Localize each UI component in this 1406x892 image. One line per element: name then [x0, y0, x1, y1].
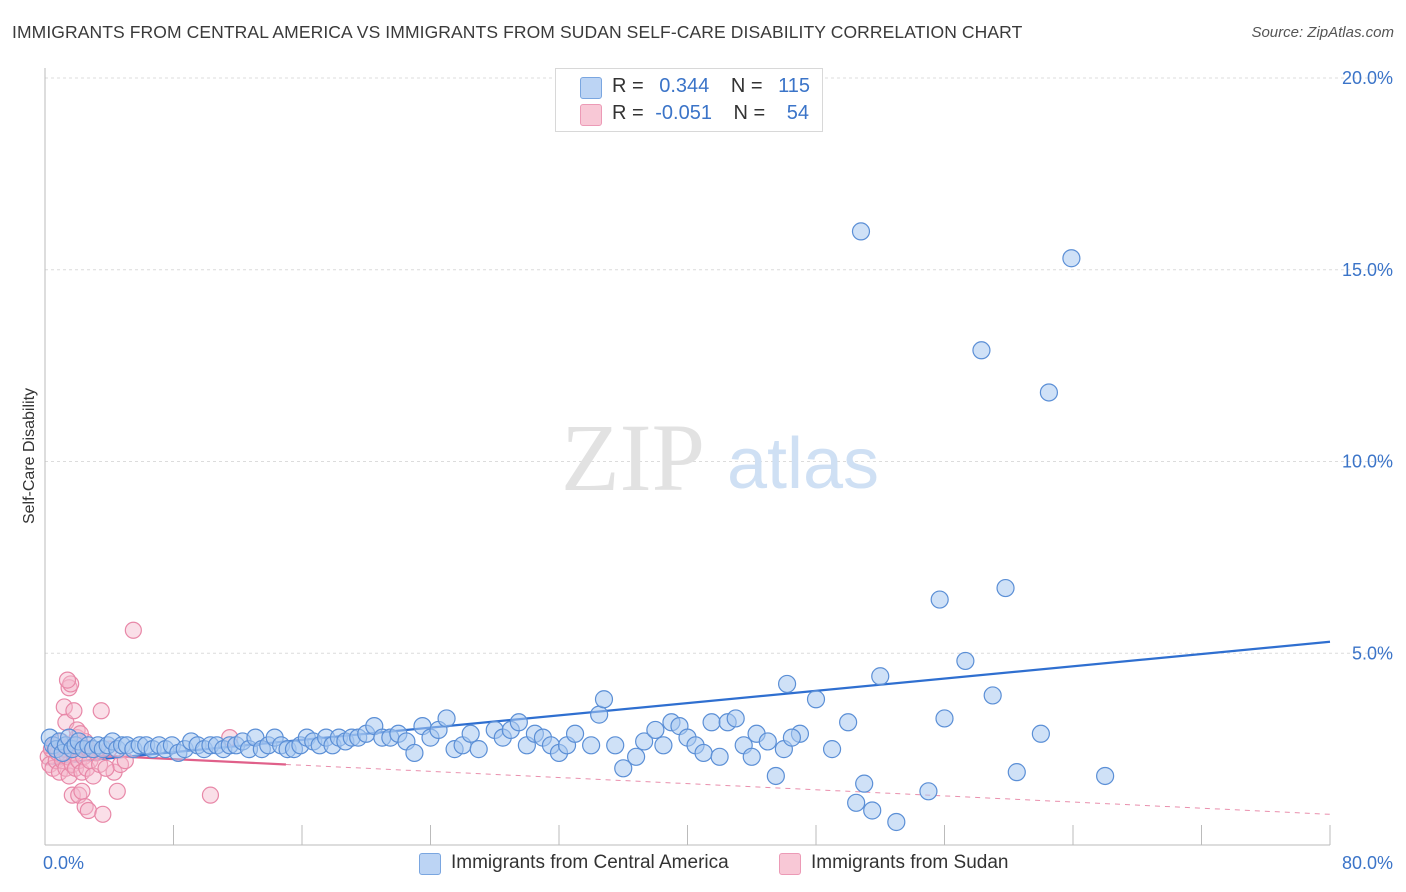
point-central-america — [806, 690, 826, 709]
point-sudan — [97, 759, 115, 777]
point-central-america — [871, 667, 890, 686]
point-central-america — [646, 720, 665, 740]
point-sudan — [94, 805, 112, 823]
point-central-america — [822, 740, 842, 759]
legend-r-value: -0.051 — [655, 102, 712, 124]
point-central-america — [437, 709, 456, 728]
legend-swatch-blue — [580, 77, 602, 99]
point-central-america — [935, 709, 954, 728]
point-central-america — [839, 713, 858, 732]
point-central-america — [726, 709, 745, 728]
legend-n-label: N = — [730, 75, 763, 97]
tick-labels: 5.0% 10.0% 15.0% 20.0% 0.0% 80.0% — [43, 68, 1393, 873]
point-central-america — [919, 782, 938, 801]
legend-r-label: R = — [612, 102, 644, 124]
point-central-america — [863, 801, 882, 820]
legend-r-label: R = — [612, 75, 644, 97]
point-central-america — [702, 713, 721, 732]
point-central-america — [847, 793, 866, 812]
point-sudan — [201, 786, 220, 804]
point-central-america — [614, 759, 633, 778]
point-sudan — [79, 801, 97, 820]
point-central-america — [594, 690, 614, 709]
point-sudan — [92, 702, 110, 720]
point-central-america — [710, 747, 729, 766]
point-central-america — [694, 743, 713, 763]
point-central-america — [405, 743, 424, 763]
x-tick-label: 80.0% — [1342, 853, 1393, 873]
trend-line-sudan-extrapolated — [285, 763, 1331, 815]
legend-n-value: 54 — [786, 102, 810, 124]
point-central-america — [956, 651, 975, 671]
point-central-america — [1031, 724, 1050, 743]
grid-lines — [45, 77, 1390, 654]
point-sudan — [58, 671, 77, 689]
point-central-america — [582, 736, 601, 755]
y-tick-label: 15.0% — [1342, 260, 1393, 280]
point-central-america — [1062, 249, 1081, 268]
point-central-america — [590, 705, 609, 724]
point-central-america — [930, 590, 949, 609]
point-sudan — [108, 782, 126, 800]
bottom-legend-label: Immigrants from Central America — [451, 852, 729, 873]
y-tick-label: 5.0% — [1352, 643, 1393, 663]
point-central-america — [777, 674, 797, 694]
y-axis-label: Self-Care Disability — [21, 388, 38, 524]
point-central-america — [855, 774, 874, 793]
point-central-america — [626, 747, 646, 766]
point-central-america — [782, 728, 802, 747]
point-central-america — [996, 578, 1015, 598]
watermark: ZIP atlas — [561, 404, 879, 511]
axes — [44, 68, 1331, 846]
point-central-america — [742, 747, 761, 766]
bottom-legend-label: Immigrants from Sudan — [811, 852, 1009, 873]
point-central-america — [635, 732, 654, 751]
point-central-america — [469, 740, 488, 759]
chart-title: IMMIGRANTS FROM CENTRAL AMERICA VS IMMIG… — [12, 22, 1023, 42]
point-central-america — [972, 341, 991, 360]
point-central-america — [654, 736, 673, 755]
point-central-america — [1096, 766, 1115, 786]
point-central-america — [509, 713, 528, 732]
legend-r-value: 0.344 — [659, 75, 710, 97]
legend: R = 0.344 N = 115 R = -0.051 N = 54 — [555, 68, 823, 132]
data-points — [39, 222, 1115, 832]
bottom-legend-swatch-pink — [779, 853, 801, 875]
watermark-zip: ZIP — [561, 404, 705, 511]
bottom-legend-swatch-blue — [419, 853, 441, 875]
legend-n-label: N = — [733, 102, 766, 124]
point-sudan — [124, 621, 142, 639]
source-credit: Source: ZipAtlas.com — [1251, 24, 1394, 41]
point-central-america — [565, 724, 585, 743]
watermark-atlas: atlas — [727, 424, 879, 504]
point-central-america — [851, 222, 871, 241]
point-central-america — [758, 732, 777, 751]
point-central-america — [606, 736, 625, 755]
legend-swatch-pink — [580, 104, 602, 126]
point-central-america — [766, 766, 785, 786]
legend-n-value: 115 — [778, 75, 811, 97]
point-sudan — [65, 702, 83, 720]
point-central-america — [461, 724, 480, 743]
x-tick-label: 0.0% — [43, 853, 84, 873]
point-central-america — [887, 812, 906, 832]
y-tick-label: 10.0% — [1342, 452, 1393, 472]
point-central-america — [983, 686, 1002, 705]
point-central-america — [1007, 763, 1026, 782]
point-central-america — [1039, 383, 1059, 402]
y-tick-label: 20.0% — [1342, 68, 1393, 88]
point-sudan — [63, 786, 81, 804]
point-sudan — [73, 782, 91, 800]
